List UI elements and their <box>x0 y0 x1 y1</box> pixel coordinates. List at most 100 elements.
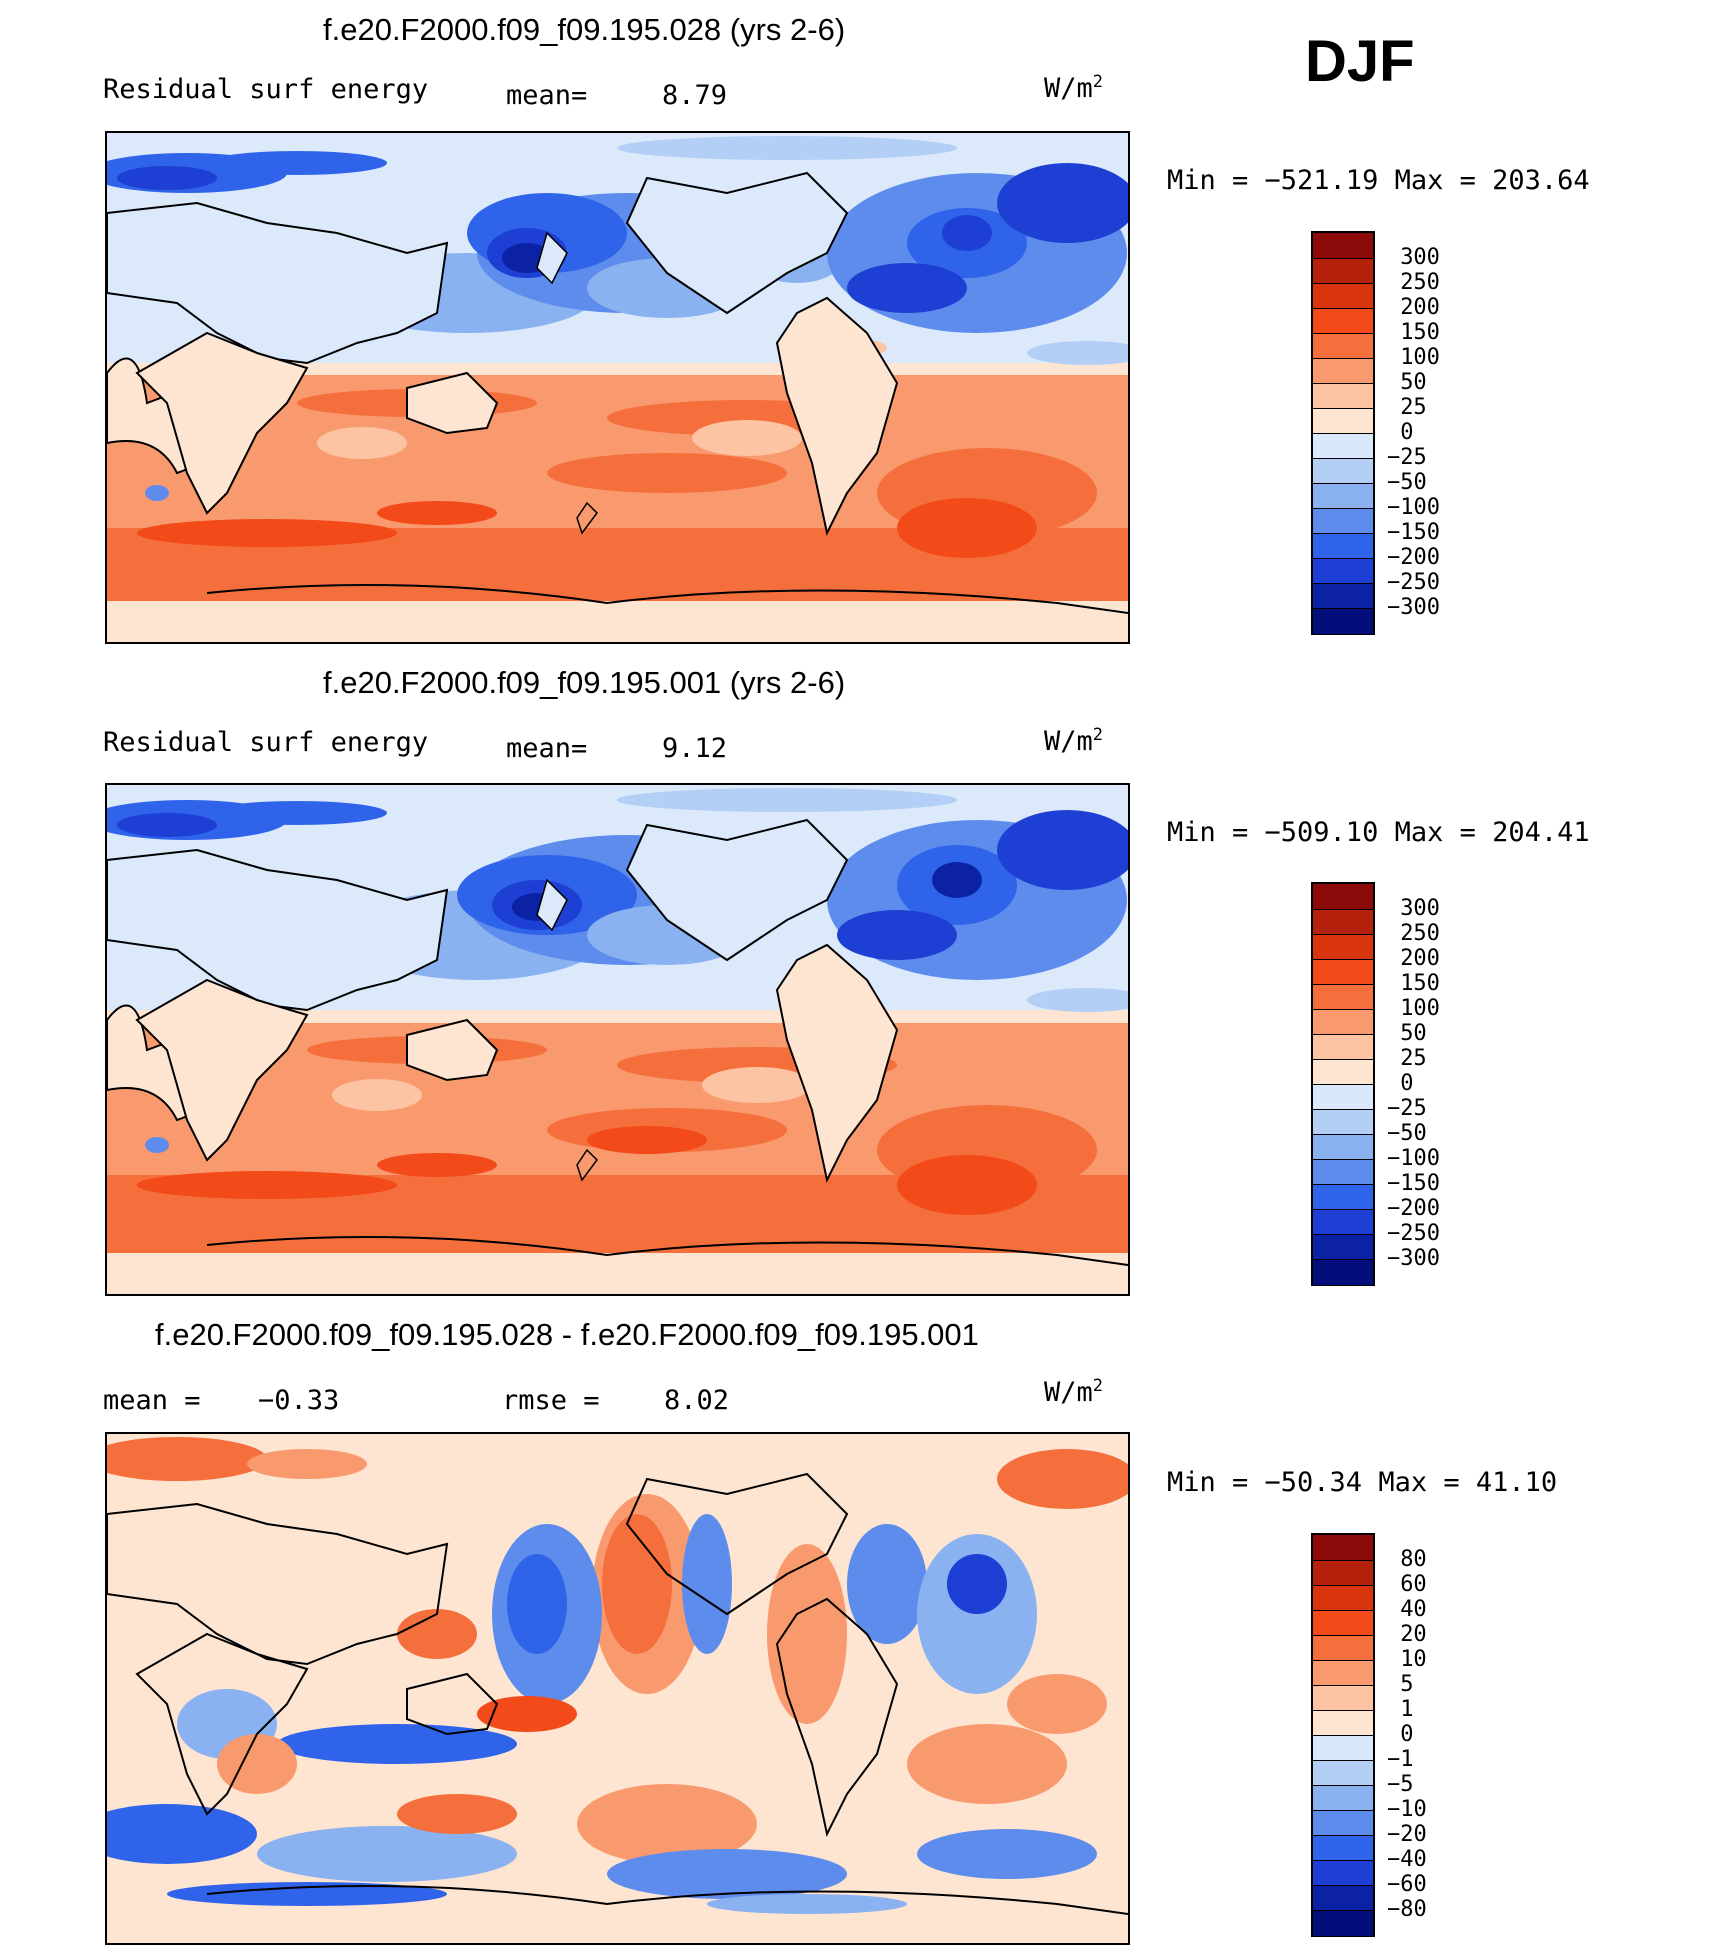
panel1-colorbar-segment <box>1313 283 1373 309</box>
season-label: DJF <box>1305 29 1415 94</box>
panel3-colorbar-tick-label: −60 <box>1387 1872 1427 1897</box>
panel2-colorbar-tick-label: 50 <box>1400 1021 1427 1046</box>
panel1-colorbar-tick-label: −300 <box>1387 595 1440 620</box>
panel3-colorbar-tick-label: −1 <box>1387 1747 1414 1772</box>
panel1-colorbar-tick-label: 300 <box>1400 245 1440 270</box>
panel3-colorbar-segment <box>1313 1635 1373 1661</box>
panel3-colorbar-tick-label: 60 <box>1400 1572 1427 1597</box>
panel2-colorbar-segment <box>1313 1109 1373 1135</box>
panel1-variable-label: Residual surf energy <box>103 74 429 105</box>
panel3-colorbar-tick-label: −80 <box>1387 1897 1427 1922</box>
panel2-colorbar-tick-label: 100 <box>1400 996 1440 1021</box>
panel1-colorbar-tick-label: −100 <box>1387 495 1440 520</box>
panel2-colorbar-segment <box>1313 1134 1373 1160</box>
panel2-colorbar-tick-label: −25 <box>1387 1096 1427 1121</box>
panel1-colorbar-tick-label: 50 <box>1400 370 1427 395</box>
panel1-colorbar-tick-label: −250 <box>1387 570 1440 595</box>
panel2-variable-label: Residual surf energy <box>103 727 429 758</box>
panel1-units-base: W/m <box>1044 73 1093 104</box>
panel2-colorbar-segment <box>1313 1159 1373 1185</box>
panel1-colorbar-segment <box>1313 308 1373 334</box>
panel1-colorbar-tick-label: 250 <box>1400 270 1440 295</box>
panel1-colorbar <box>1311 231 1375 635</box>
panel1-colorbar-tick-label: −25 <box>1387 445 1427 470</box>
panel3-colorbar-tick-label: −40 <box>1387 1847 1427 1872</box>
panel3-map <box>105 1432 1130 1945</box>
panel2-colorbar-segment <box>1313 909 1373 935</box>
panel3-colorbar-segment <box>1313 1560 1373 1586</box>
panel3-colorbar-segment <box>1313 1885 1373 1911</box>
panel3-colorbar-segment <box>1313 1860 1373 1886</box>
panel2-mean-value: 9.12 <box>662 733 728 764</box>
panel2-colorbar-segment <box>1313 1209 1373 1235</box>
panel1-colorbar-tick-label: −150 <box>1387 520 1440 545</box>
panel2-colorbar-segment <box>1313 1234 1373 1260</box>
panel2-title: f.e20.F2000.f09_f09.195.001 (yrs 2-6) <box>323 665 846 700</box>
panel2-colorbar-segment <box>1313 1184 1373 1210</box>
panel1-map <box>105 131 1130 644</box>
panel2-colorbar-tick-label: −50 <box>1387 1121 1427 1146</box>
panel3-colorbar-segment <box>1313 1660 1373 1686</box>
panel2-units-base: W/m <box>1044 726 1093 757</box>
panel3-mean-value: −0.33 <box>258 1385 340 1416</box>
panel2-units-exp: 2 <box>1092 725 1104 745</box>
panel2-colorbar-segment <box>1313 1259 1373 1285</box>
panel3-colorbar-segment <box>1313 1610 1373 1636</box>
panel1-mean-value: 8.79 <box>662 80 728 111</box>
panel2-colorbar-segment <box>1313 934 1373 960</box>
panel3-units-exp: 2 <box>1092 1376 1104 1396</box>
panel3-colorbar-tick-label: 1 <box>1400 1697 1414 1722</box>
panel2-colorbar-tick-label: −200 <box>1387 1196 1440 1221</box>
panel3-colorbar-tick-label: 80 <box>1400 1547 1427 1572</box>
panel3-colorbar-tick-label: −5 <box>1387 1772 1414 1797</box>
panel1-colorbar-segment <box>1313 608 1373 634</box>
panel3-colorbar <box>1311 1533 1375 1937</box>
panel2-colorbar-segment <box>1313 884 1373 910</box>
panel3-colorbar-segment <box>1313 1710 1373 1736</box>
panel2-colorbar <box>1311 882 1375 1286</box>
panel3-minmax: Min = −50.34 Max = 41.10 <box>1167 1467 1558 1498</box>
panel3-map-svg <box>107 1434 1128 1943</box>
panel3-colorbar-tick-label: 5 <box>1400 1672 1414 1697</box>
panel1-colorbar-segment <box>1313 408 1373 434</box>
panel2-colorbar-segment <box>1313 959 1373 985</box>
panel3-title: f.e20.F2000.f09_f09.195.028 - f.e20.F200… <box>155 1317 979 1352</box>
panel1-colorbar-segment <box>1313 258 1373 284</box>
panel1-mean-label: mean= <box>506 80 588 111</box>
panel1-colorbar-segment <box>1313 458 1373 484</box>
panel3-mean-label: mean = <box>103 1385 201 1416</box>
panel2-map-svg <box>107 785 1128 1294</box>
panel2-colorbar-tick-label: 25 <box>1400 1046 1427 1071</box>
panel1-colorbar-segment <box>1313 583 1373 609</box>
panel3-colorbar-segment <box>1313 1735 1373 1761</box>
panel1-colorbar-tick-label: −200 <box>1387 545 1440 570</box>
panel3-colorbar-tick-label: −10 <box>1387 1797 1427 1822</box>
panel3-colorbar-tick-label: −20 <box>1387 1822 1427 1847</box>
panel2-minmax: Min = −509.10 Max = 204.41 <box>1167 817 1590 848</box>
panel2-colorbar-tick-label: 150 <box>1400 971 1440 996</box>
panel1-colorbar-segment <box>1313 508 1373 534</box>
panel1-colorbar-tick-label: 150 <box>1400 320 1440 345</box>
panel2-colorbar-segment <box>1313 1084 1373 1110</box>
panel3-colorbar-segment <box>1313 1585 1373 1611</box>
panel1-colorbar-tick-label: 200 <box>1400 295 1440 320</box>
panel1-map-svg <box>107 133 1128 642</box>
panel1-units-exp: 2 <box>1092 72 1104 92</box>
panel1-colorbar-segment <box>1313 558 1373 584</box>
panel1-colorbar-segment <box>1313 533 1373 559</box>
panel2-colorbar-tick-label: −300 <box>1387 1246 1440 1271</box>
panel3-colorbar-tick-label: 10 <box>1400 1647 1427 1672</box>
panel1-colorbar-segment <box>1313 333 1373 359</box>
panel1-colorbar-segment <box>1313 383 1373 409</box>
panel3-rmse-value: 8.02 <box>664 1385 730 1416</box>
panel2-colorbar-tick-label: 200 <box>1400 946 1440 971</box>
panel2-colorbar-tick-label: −250 <box>1387 1221 1440 1246</box>
panel3-rmse-label: rmse = <box>502 1385 600 1416</box>
panel2-map <box>105 783 1130 1296</box>
panel3-colorbar-tick-label: 0 <box>1400 1722 1414 1747</box>
panel3-colorbar-segment <box>1313 1910 1373 1936</box>
panel1-colorbar-tick-label: 0 <box>1400 420 1414 445</box>
panel1-colorbar-segment <box>1313 433 1373 459</box>
panel2-colorbar-segment <box>1313 1009 1373 1035</box>
panel1-title: f.e20.F2000.f09_f09.195.028 (yrs 2-6) <box>323 12 846 47</box>
